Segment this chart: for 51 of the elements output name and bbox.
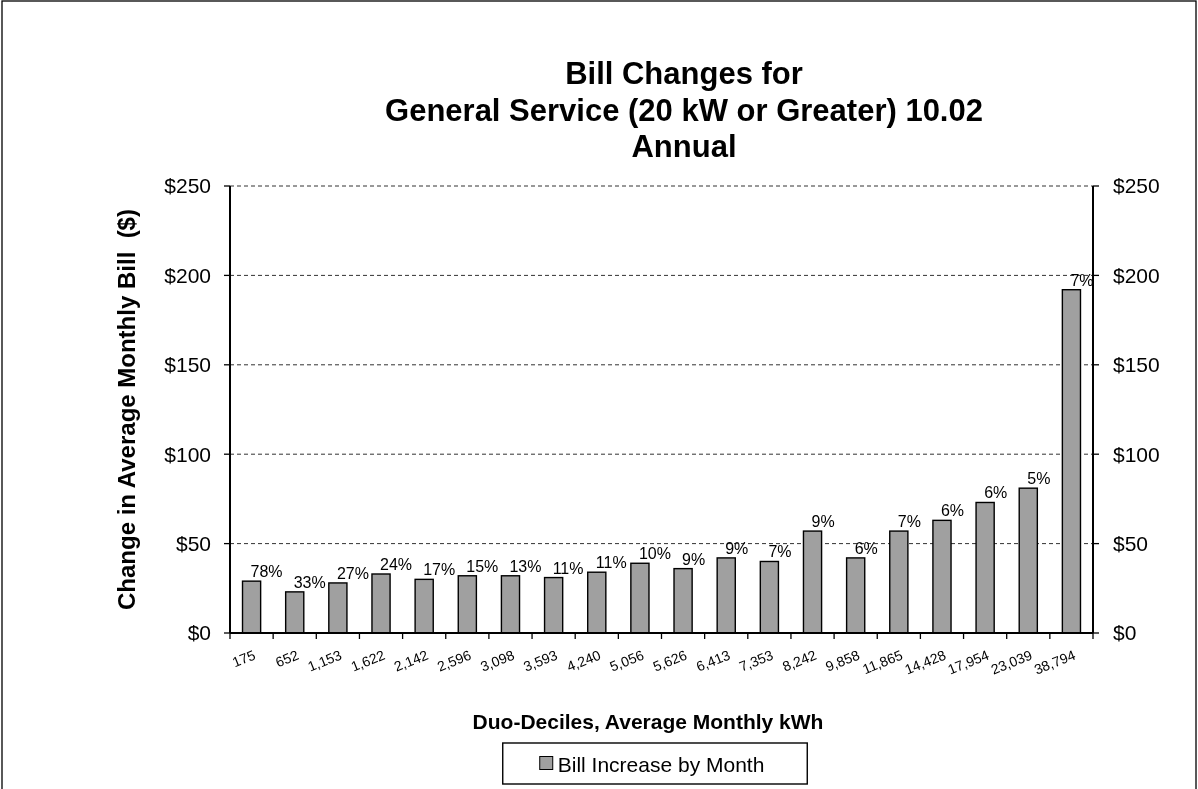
annotation: 6% [854, 539, 878, 557]
annotation: 11% [552, 559, 584, 577]
y2-tick-label: $50 [1113, 531, 1149, 555]
y2-tick-label: $0 [1113, 621, 1137, 645]
x-tick-label: 14,428 [902, 646, 949, 678]
x-tick-label: 3,098 [478, 646, 517, 675]
annotation: 9% [682, 550, 706, 568]
annotation: 6% [940, 502, 965, 520]
x-tick-label: 1,622 [348, 646, 388, 675]
x-tick-label: 5,626 [650, 646, 690, 675]
annotation: 9% [725, 539, 749, 557]
annotation: 33% [293, 573, 326, 591]
annotation: 27% [336, 564, 369, 582]
x-tick-label: 5,056 [607, 646, 647, 675]
x-tick-label: 1,153 [305, 646, 345, 675]
legend-label: Bill Increase by Month [557, 752, 765, 776]
annotation: 15% [466, 557, 499, 575]
x-tick-label: 2,142 [391, 646, 431, 675]
x-tick-label: 6,413 [693, 646, 733, 675]
y-tick-label: $250 [164, 174, 211, 198]
y-tick-label: $100 [164, 442, 211, 466]
y-axis-title: Change in Average Monthly Bill ($) [113, 209, 140, 610]
y2-tick-label: $150 [1113, 353, 1160, 377]
x-axis-title: Duo-Deciles, Average Monthly kWh [472, 710, 824, 733]
annotation: 10% [638, 545, 671, 563]
y2-tick-label: $250 [1113, 174, 1160, 198]
x-tick-label: 3,593 [521, 646, 560, 675]
y2-tick-label: $200 [1113, 263, 1160, 287]
annotation: 24% [380, 556, 413, 573]
y-tick-label: $200 [164, 263, 211, 287]
x-tick-label: 652 [273, 646, 301, 671]
x-tick-label: 4,240 [564, 646, 604, 675]
x-tick-label: 175 [229, 646, 258, 671]
annotation: 78% [250, 563, 283, 581]
y-tick-label: $150 [164, 353, 211, 377]
y-tick-label: $50 [175, 531, 211, 555]
annotation: 9% [811, 513, 835, 531]
x-tick-label: 2,596 [434, 646, 474, 675]
annotation: 7% [768, 543, 792, 561]
y2-tick-label: $100 [1113, 442, 1160, 466]
y-tick-label: $0 [187, 621, 211, 645]
annotation: 17% [423, 561, 456, 579]
annotation: 6% [984, 484, 1008, 502]
annotation: 7% [897, 513, 921, 531]
x-tick-label: 8,242 [780, 646, 819, 675]
chart-title: Bill Changes for General Service (20 kW or Greater) 10.02 Annual [385, 56, 983, 164]
annotation: 11% [595, 554, 627, 572]
x-tick-label: 9,858 [823, 646, 862, 675]
annotation: 13% [509, 557, 542, 575]
x-tick-label: 7,353 [736, 646, 776, 675]
annotation: 5% [1027, 470, 1051, 488]
